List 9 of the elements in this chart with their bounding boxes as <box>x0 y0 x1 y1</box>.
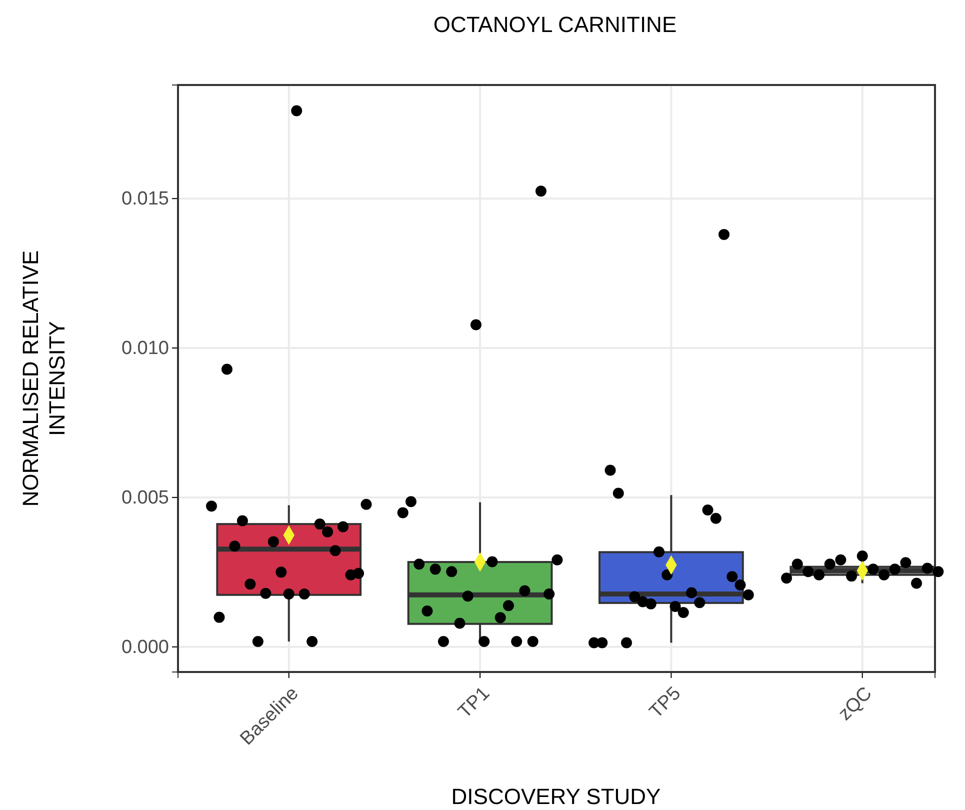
y-tick-label: 0.005 <box>121 488 169 509</box>
x-axis-title: DISCOVERY STUDY <box>451 784 662 809</box>
y-tick-label: 0.015 <box>121 188 169 210</box>
y-tick-label: 0.010 <box>121 338 169 360</box>
x-tick-label: TP1 <box>454 683 494 723</box>
y-axis-title: NORMALISED RELATIVE INTENSITY <box>18 250 70 507</box>
y-tick-label: 0.000 <box>121 636 169 658</box>
chart-title: OCTANOYL CARNITINE <box>433 12 677 37</box>
x-tick-label: TP5 <box>646 683 686 723</box>
